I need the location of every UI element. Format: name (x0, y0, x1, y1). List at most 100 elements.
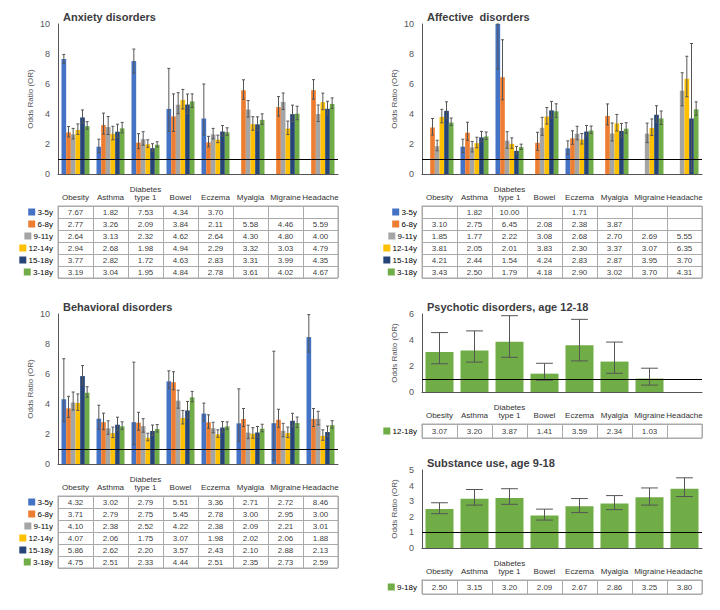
svg-text:Myalgia: Myalgia (601, 193, 629, 202)
svg-text:Migraine: Migraine (270, 193, 301, 202)
svg-text:8: 8 (45, 339, 50, 349)
svg-text:2.72: 2.72 (278, 498, 294, 507)
svg-text:3-5y: 3-5y (399, 208, 417, 217)
svg-text:6.45: 6.45 (502, 220, 518, 229)
svg-text:Bowel: Bowel (170, 193, 192, 202)
svg-text:4: 4 (409, 481, 414, 491)
svg-text:3.83: 3.83 (537, 244, 553, 253)
svg-text:Obesity: Obesity (62, 483, 89, 492)
svg-text:1.77: 1.77 (467, 232, 483, 241)
svg-text:Myalgia: Myalgia (237, 193, 265, 202)
svg-text:1.72: 1.72 (138, 256, 154, 265)
svg-text:5.51: 5.51 (173, 498, 189, 507)
svg-text:2.09: 2.09 (537, 583, 553, 592)
svg-text:3: 3 (409, 496, 414, 506)
svg-text:2.01: 2.01 (502, 244, 518, 253)
svg-text:3.04: 3.04 (103, 268, 119, 277)
svg-text:3.81: 3.81 (432, 244, 448, 253)
svg-text:2.43: 2.43 (208, 546, 224, 555)
svg-text:4.30: 4.30 (243, 232, 259, 241)
svg-text:3.36: 3.36 (208, 498, 224, 507)
svg-text:3.70: 3.70 (677, 256, 693, 265)
svg-text:15-18y: 15-18y (26, 256, 53, 265)
svg-text:2.68: 2.68 (103, 244, 119, 253)
svg-text:3.03: 3.03 (278, 244, 294, 253)
svg-text:3.02: 3.02 (607, 268, 623, 277)
svg-text:Odds Ratio (OR): Odds Ratio (OR) (390, 479, 399, 539)
svg-text:3-18y: 3-18y (395, 268, 417, 277)
svg-text:0: 0 (409, 543, 414, 553)
svg-text:4.21: 4.21 (432, 256, 448, 265)
svg-text:Myalgia: Myalgia (601, 567, 629, 576)
svg-text:6: 6 (409, 79, 414, 89)
svg-text:2.75: 2.75 (467, 220, 483, 229)
svg-text:2.33: 2.33 (138, 558, 154, 567)
svg-text:2.34: 2.34 (607, 427, 623, 436)
svg-text:3.31: 3.31 (243, 256, 259, 265)
svg-text:Bowel: Bowel (534, 411, 556, 420)
svg-text:4.62: 4.62 (173, 232, 189, 241)
svg-text:1.79: 1.79 (502, 268, 518, 277)
svg-text:Asthma: Asthma (461, 411, 489, 420)
svg-text:2.29: 2.29 (208, 244, 224, 253)
svg-text:2: 2 (409, 512, 414, 522)
svg-text:2.30: 2.30 (572, 244, 588, 253)
svg-text:2.73: 2.73 (278, 558, 294, 567)
svg-text:15-18y: 15-18y (26, 546, 53, 555)
svg-text:2.51: 2.51 (208, 558, 224, 567)
svg-text:2.44: 2.44 (467, 256, 483, 265)
svg-text:2.02: 2.02 (243, 534, 259, 543)
svg-text:0: 0 (409, 169, 414, 179)
svg-text:2.59: 2.59 (313, 558, 329, 567)
svg-text:3.77: 3.77 (68, 256, 84, 265)
svg-text:4: 4 (409, 335, 414, 345)
svg-text:2.90: 2.90 (572, 268, 588, 277)
svg-text:3.71: 3.71 (68, 510, 84, 519)
svg-text:3.95: 3.95 (642, 256, 658, 265)
svg-text:2.52: 2.52 (138, 522, 154, 531)
svg-text:4.10: 4.10 (68, 522, 84, 531)
svg-text:2.77: 2.77 (68, 220, 84, 229)
svg-text:2.50: 2.50 (432, 583, 448, 592)
svg-text:Bowel: Bowel (534, 567, 556, 576)
svg-text:3.32: 3.32 (243, 244, 259, 253)
svg-text:Bowel: Bowel (534, 193, 556, 202)
svg-text:2.67: 2.67 (572, 583, 588, 592)
svg-text:3.61: 3.61 (243, 268, 259, 277)
svg-text:3.43: 3.43 (432, 268, 448, 277)
svg-text:12-14y: 12-14y (26, 534, 53, 543)
svg-text:3.15: 3.15 (467, 583, 483, 592)
svg-text:1.85: 1.85 (432, 232, 448, 241)
svg-text:3.07: 3.07 (432, 427, 448, 436)
svg-text:2.08: 2.08 (537, 220, 553, 229)
svg-text:2.32: 2.32 (138, 232, 154, 241)
svg-text:4.63: 4.63 (173, 256, 189, 265)
svg-text:4.67: 4.67 (313, 268, 329, 277)
svg-text:3.70: 3.70 (208, 208, 224, 217)
svg-text:0: 0 (409, 387, 414, 397)
svg-text:10.00: 10.00 (499, 208, 520, 217)
svg-text:4.44: 4.44 (173, 558, 189, 567)
svg-text:2.21: 2.21 (278, 522, 294, 531)
svg-text:4.00: 4.00 (313, 232, 329, 241)
svg-text:9-11y: 9-11y (395, 232, 417, 241)
svg-text:Asthma: Asthma (97, 193, 125, 202)
svg-text:2.10: 2.10 (243, 546, 259, 555)
svg-text:6.35: 6.35 (677, 244, 693, 253)
svg-text:2.75: 2.75 (138, 510, 154, 519)
svg-text:2.79: 2.79 (103, 510, 119, 519)
svg-text:5.58: 5.58 (243, 220, 259, 229)
svg-text:Obesity: Obesity (62, 193, 89, 202)
svg-text:1.54: 1.54 (502, 256, 518, 265)
svg-text:1.98: 1.98 (208, 534, 224, 543)
svg-text:Obesity: Obesity (426, 193, 453, 202)
svg-text:0: 0 (45, 459, 50, 469)
svg-text:6-8y: 6-8y (35, 510, 53, 519)
svg-text:1.95: 1.95 (138, 268, 154, 277)
svg-text:4: 4 (45, 399, 50, 409)
svg-text:6-8y: 6-8y (35, 220, 53, 229)
svg-text:Eczema: Eczema (565, 567, 594, 576)
svg-text:Headache: Headache (302, 193, 339, 202)
svg-text:3.00: 3.00 (313, 510, 329, 519)
svg-text:type 1: type 1 (499, 567, 521, 576)
